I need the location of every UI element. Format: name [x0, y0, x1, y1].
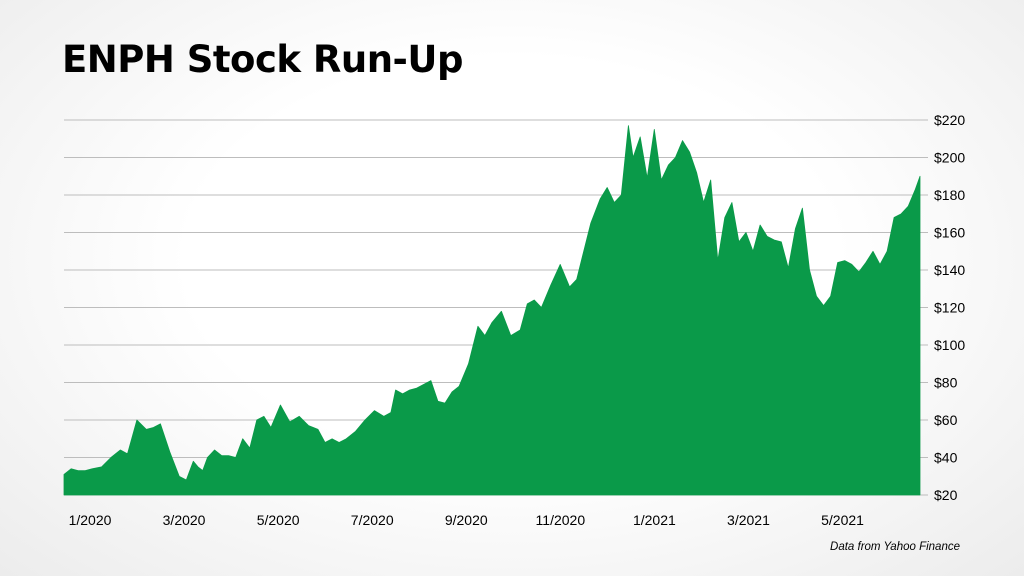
y-tick-label: $80 — [934, 375, 958, 391]
x-tick-label: 7/2020 — [351, 512, 394, 528]
y-tick-label: $40 — [934, 450, 958, 466]
y-axis-ticks: $20 $40 $60 $80 $100 $120 $140 $160 $180 $200 $220 — [934, 112, 965, 503]
y-tick-label: $220 — [934, 112, 965, 128]
y-tick-label: $140 — [934, 262, 965, 278]
y-tick-label: $120 — [934, 300, 965, 316]
source-note: Data from Yahoo Finance — [830, 541, 960, 553]
price-area — [63, 125, 921, 496]
y-tick-label: $180 — [934, 187, 965, 203]
x-tick-label: 5/2020 — [257, 512, 300, 528]
x-tick-label: 3/2020 — [163, 512, 206, 528]
x-tick-label: 1/2020 — [69, 512, 112, 528]
y-tick-label: $100 — [934, 337, 965, 353]
y-tick-label: $20 — [934, 487, 958, 503]
y-tick-label: $60 — [934, 412, 958, 428]
y-tick-label: $160 — [934, 225, 965, 241]
x-tick-label: 5/2021 — [821, 512, 864, 528]
y-tick-label: $200 — [934, 150, 965, 166]
x-tick-label: 1/2021 — [633, 512, 676, 528]
x-tick-label: 11/2020 — [536, 512, 586, 528]
x-axis-ticks: 1/2020 3/2020 5/2020 7/2020 9/2020 11/2020 1/2… — [69, 512, 865, 528]
x-tick-label: 9/2020 — [445, 512, 488, 528]
page-title: ENPH Stock Run-Up — [62, 38, 463, 81]
x-tick-label: 3/2021 — [727, 512, 770, 528]
